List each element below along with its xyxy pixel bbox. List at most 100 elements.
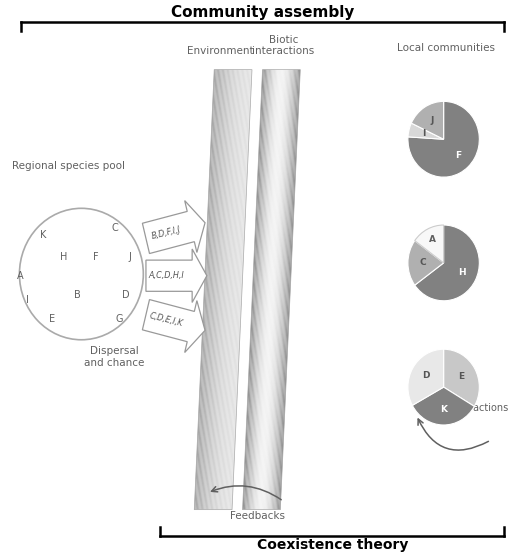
Polygon shape (248, 70, 269, 510)
Polygon shape (249, 70, 270, 510)
Wedge shape (444, 349, 479, 407)
Wedge shape (415, 225, 479, 301)
Polygon shape (243, 70, 264, 510)
Polygon shape (218, 70, 239, 510)
Polygon shape (207, 70, 228, 510)
Polygon shape (229, 70, 251, 510)
Polygon shape (211, 70, 232, 510)
Text: I: I (422, 129, 425, 138)
Polygon shape (275, 70, 297, 510)
Polygon shape (206, 70, 227, 510)
Polygon shape (214, 70, 236, 510)
Polygon shape (250, 70, 271, 510)
Polygon shape (251, 70, 272, 510)
Polygon shape (277, 70, 298, 510)
Text: C: C (419, 258, 426, 267)
Polygon shape (271, 70, 293, 510)
Polygon shape (254, 70, 275, 510)
Polygon shape (267, 70, 288, 510)
Text: H: H (60, 252, 68, 262)
Text: E: E (458, 372, 465, 381)
Text: Biotic
interactions: Biotic interactions (253, 35, 314, 56)
Polygon shape (246, 70, 268, 510)
Text: D: D (122, 290, 130, 300)
Text: Community assembly: Community assembly (171, 6, 354, 20)
Polygon shape (142, 300, 205, 353)
Polygon shape (208, 70, 229, 510)
Polygon shape (217, 70, 238, 510)
Polygon shape (204, 70, 226, 510)
Text: K: K (440, 404, 447, 414)
Polygon shape (146, 249, 207, 302)
Text: G: G (116, 314, 123, 324)
Text: D: D (422, 372, 429, 380)
Polygon shape (256, 70, 278, 510)
Text: Local communities: Local communities (397, 43, 495, 53)
Text: Coexistence theory: Coexistence theory (257, 538, 408, 553)
Wedge shape (415, 225, 444, 263)
Polygon shape (260, 70, 281, 510)
Polygon shape (273, 70, 294, 510)
Text: E: E (49, 314, 56, 324)
Polygon shape (219, 70, 240, 510)
Text: A: A (17, 271, 23, 281)
Polygon shape (213, 70, 234, 510)
Polygon shape (258, 70, 279, 510)
Text: F: F (455, 151, 461, 160)
Text: J: J (129, 252, 132, 262)
Text: C: C (111, 223, 118, 233)
Polygon shape (265, 70, 287, 510)
Polygon shape (259, 70, 280, 510)
Polygon shape (253, 70, 274, 510)
Polygon shape (200, 70, 220, 510)
Wedge shape (408, 241, 444, 285)
Text: C,D,E,I,K: C,D,E,I,K (149, 311, 184, 329)
Polygon shape (220, 70, 242, 510)
Polygon shape (245, 70, 266, 510)
Polygon shape (209, 70, 230, 510)
Polygon shape (216, 70, 237, 510)
Polygon shape (231, 70, 252, 510)
Text: B,D,F,I,J: B,D,F,I,J (151, 225, 182, 241)
Polygon shape (194, 70, 215, 510)
Text: A: A (429, 236, 436, 245)
Polygon shape (228, 70, 249, 510)
Text: Regional species pool: Regional species pool (12, 161, 124, 171)
Polygon shape (269, 70, 290, 510)
Polygon shape (223, 70, 245, 510)
Polygon shape (270, 70, 291, 510)
Polygon shape (268, 70, 289, 510)
Polygon shape (262, 70, 284, 510)
Text: Dispersal
and chance: Dispersal and chance (84, 346, 144, 368)
Polygon shape (278, 70, 299, 510)
Text: B: B (75, 290, 81, 300)
Polygon shape (255, 70, 276, 510)
Wedge shape (408, 101, 479, 177)
Text: Feedbacks: Feedbacks (230, 511, 285, 521)
Text: F: F (93, 252, 98, 262)
Polygon shape (264, 70, 285, 510)
Polygon shape (201, 70, 222, 510)
Text: K: K (40, 230, 46, 240)
Wedge shape (411, 101, 444, 139)
Polygon shape (274, 70, 295, 510)
Polygon shape (225, 70, 246, 510)
Text: Environment: Environment (187, 46, 254, 56)
Polygon shape (226, 70, 247, 510)
Polygon shape (222, 70, 243, 510)
Polygon shape (212, 70, 233, 510)
Text: H: H (458, 268, 466, 277)
Text: I: I (26, 295, 29, 305)
Wedge shape (408, 349, 444, 405)
Polygon shape (244, 70, 265, 510)
Text: J: J (431, 116, 434, 125)
Polygon shape (197, 70, 218, 510)
Wedge shape (412, 387, 475, 425)
Wedge shape (408, 123, 444, 139)
Polygon shape (195, 70, 217, 510)
Polygon shape (202, 70, 223, 510)
Polygon shape (227, 70, 248, 510)
Polygon shape (203, 70, 224, 510)
Polygon shape (198, 70, 219, 510)
Polygon shape (279, 70, 300, 510)
